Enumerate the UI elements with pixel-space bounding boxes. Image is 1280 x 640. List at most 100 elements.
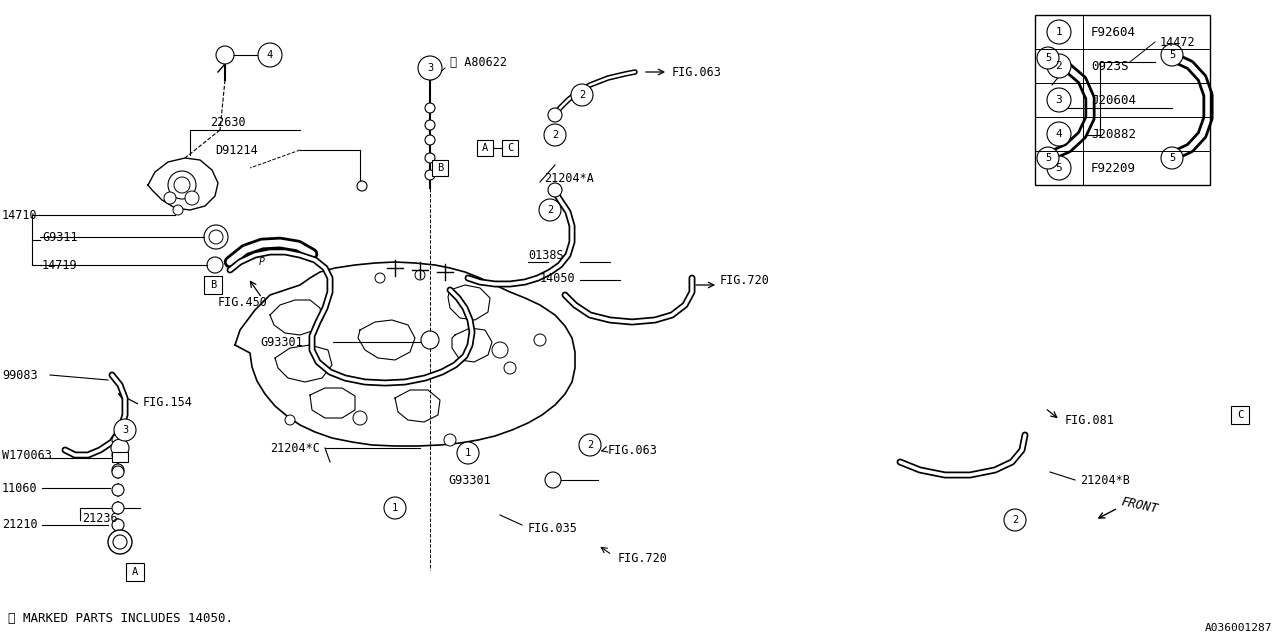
Text: A: A xyxy=(481,143,488,153)
Polygon shape xyxy=(448,285,490,320)
Polygon shape xyxy=(275,345,332,382)
Circle shape xyxy=(1047,122,1071,146)
Text: 0923S: 0923S xyxy=(1091,60,1129,72)
Text: 4: 4 xyxy=(266,50,273,60)
Polygon shape xyxy=(236,262,575,446)
Text: 11060: 11060 xyxy=(3,481,37,495)
Circle shape xyxy=(209,230,223,244)
Circle shape xyxy=(544,124,566,146)
Circle shape xyxy=(534,334,547,346)
Text: G93301: G93301 xyxy=(448,474,490,486)
Circle shape xyxy=(457,442,479,464)
Circle shape xyxy=(113,484,124,496)
Bar xyxy=(125,563,143,581)
Circle shape xyxy=(113,434,124,446)
Circle shape xyxy=(548,183,562,197)
Text: F92604: F92604 xyxy=(1091,26,1137,38)
Circle shape xyxy=(113,502,124,514)
Text: W170063: W170063 xyxy=(3,449,52,461)
Circle shape xyxy=(259,43,282,67)
Circle shape xyxy=(168,171,196,199)
Circle shape xyxy=(1161,147,1183,169)
Bar xyxy=(433,160,448,176)
Circle shape xyxy=(173,205,183,215)
Circle shape xyxy=(1037,47,1059,69)
Polygon shape xyxy=(270,300,323,335)
Circle shape xyxy=(425,153,435,163)
Circle shape xyxy=(216,46,234,64)
Circle shape xyxy=(174,177,189,193)
Text: 14472: 14472 xyxy=(1160,35,1196,49)
Circle shape xyxy=(419,56,442,80)
Text: 99083: 99083 xyxy=(3,369,37,381)
Circle shape xyxy=(353,411,367,425)
Text: 14710: 14710 xyxy=(3,209,37,221)
Circle shape xyxy=(425,170,435,180)
Circle shape xyxy=(504,362,516,374)
Circle shape xyxy=(425,135,435,145)
Text: FRONT: FRONT xyxy=(1120,495,1160,515)
Circle shape xyxy=(384,497,406,519)
Circle shape xyxy=(1037,147,1059,169)
Text: 21204*C: 21204*C xyxy=(270,442,320,454)
Text: 14050: 14050 xyxy=(540,271,576,285)
Text: 3: 3 xyxy=(122,425,128,435)
Text: FIG.063: FIG.063 xyxy=(672,65,722,79)
Circle shape xyxy=(415,270,425,280)
Bar xyxy=(113,452,128,462)
Text: FIG.720: FIG.720 xyxy=(719,273,769,287)
Circle shape xyxy=(108,530,132,554)
Circle shape xyxy=(425,103,435,113)
Text: 5: 5 xyxy=(1044,153,1051,163)
Circle shape xyxy=(548,108,562,122)
Circle shape xyxy=(114,419,136,441)
Text: 5: 5 xyxy=(1169,50,1175,60)
Text: A036001287: A036001287 xyxy=(1204,623,1272,633)
Circle shape xyxy=(1047,54,1071,78)
Text: FIG.154: FIG.154 xyxy=(143,396,193,408)
Text: P: P xyxy=(259,257,265,267)
Text: A: A xyxy=(132,567,138,577)
Text: B: B xyxy=(210,280,216,290)
Text: J20604: J20604 xyxy=(1091,93,1137,106)
Text: 2: 2 xyxy=(586,440,593,450)
Circle shape xyxy=(113,464,124,476)
Text: FIG.081: FIG.081 xyxy=(1065,413,1115,426)
Circle shape xyxy=(1004,509,1027,531)
Text: FIG.035: FIG.035 xyxy=(529,522,577,534)
Circle shape xyxy=(111,439,129,457)
Bar xyxy=(502,140,518,156)
Circle shape xyxy=(113,466,124,478)
Circle shape xyxy=(579,434,602,456)
Text: 1: 1 xyxy=(392,503,398,513)
Circle shape xyxy=(113,519,124,531)
Text: J20882: J20882 xyxy=(1091,127,1137,141)
Text: G93301: G93301 xyxy=(260,335,303,349)
Text: FIG.063: FIG.063 xyxy=(608,444,658,456)
Circle shape xyxy=(539,199,561,221)
Text: 2: 2 xyxy=(552,130,558,140)
Text: 14719: 14719 xyxy=(42,259,78,271)
Text: 22630: 22630 xyxy=(210,115,246,129)
Circle shape xyxy=(492,342,508,358)
Circle shape xyxy=(1161,44,1183,66)
Polygon shape xyxy=(148,158,218,210)
Polygon shape xyxy=(358,320,415,360)
Text: 2: 2 xyxy=(579,90,585,100)
Text: G9311: G9311 xyxy=(42,230,78,243)
Circle shape xyxy=(571,84,593,106)
Text: 1: 1 xyxy=(465,448,471,458)
Text: F92209: F92209 xyxy=(1091,161,1137,175)
Polygon shape xyxy=(452,328,492,362)
Bar xyxy=(1231,406,1249,424)
Circle shape xyxy=(113,449,124,461)
Text: ※ A80622: ※ A80622 xyxy=(451,56,507,68)
Text: 4: 4 xyxy=(1056,129,1062,139)
Circle shape xyxy=(1047,20,1071,44)
Text: 5: 5 xyxy=(1056,163,1062,173)
Text: 3: 3 xyxy=(1056,95,1062,105)
Circle shape xyxy=(113,535,127,549)
Bar xyxy=(1036,15,1210,185)
Text: C: C xyxy=(1236,410,1243,420)
Circle shape xyxy=(421,331,439,349)
